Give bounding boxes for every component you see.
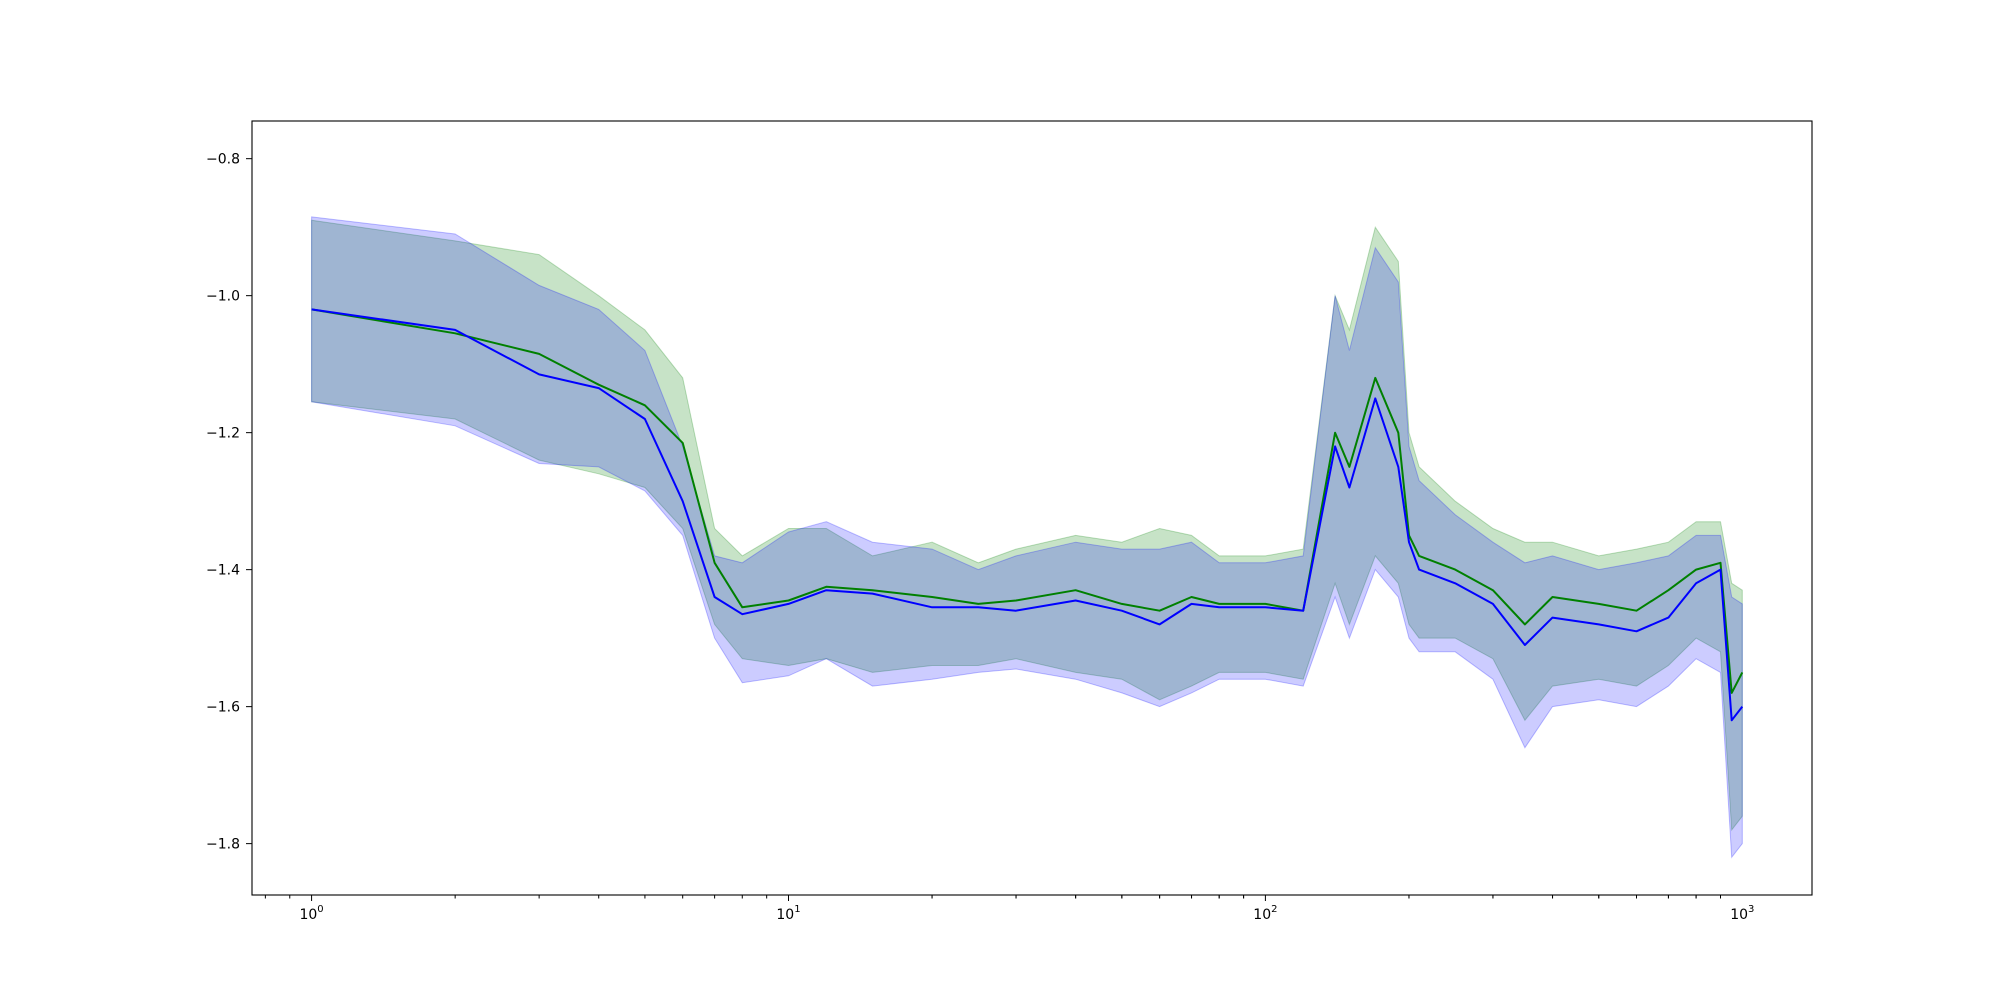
x-tick-label: 100	[299, 904, 323, 923]
y-tick-label: −1.2	[206, 426, 240, 442]
x-tick-label: 102	[1253, 904, 1277, 923]
y-tick-label: −1.8	[206, 837, 240, 853]
y-tick-label: −1.0	[206, 289, 240, 305]
x-tick-label: 103	[1730, 904, 1754, 923]
band-series-2	[311, 216, 1743, 859]
line-series-2	[311, 308, 1744, 722]
y-tick-label: −1.6	[206, 700, 240, 716]
band-series-1	[311, 219, 1743, 832]
confidence-bands	[311, 216, 1743, 859]
y-tick-label: −0.8	[206, 152, 240, 168]
y-tick-label: −1.4	[206, 563, 240, 579]
plot-frame	[251, 120, 1813, 896]
x-axis: 100 101 102 103	[264, 895, 1754, 923]
series-lines	[311, 308, 1744, 722]
line-series-1	[311, 308, 1744, 694]
y-axis: −0.8 −1.0 −1.2 −1.4 −1.6 −1.8	[206, 152, 252, 853]
x-tick-label: 101	[776, 904, 800, 923]
